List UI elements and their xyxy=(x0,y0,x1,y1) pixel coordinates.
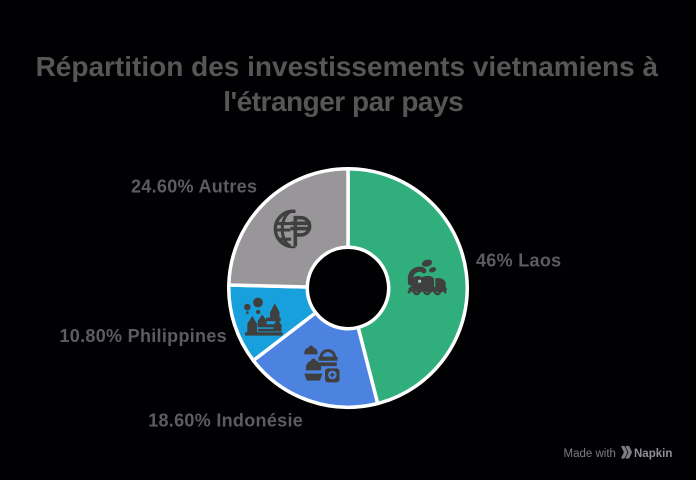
svg-text:l'étranger par pays: l'étranger par pays xyxy=(223,86,463,117)
svg-text:Répartition des investissement: Répartition des investissements vietnami… xyxy=(36,51,659,82)
svg-text:46% Laos: 46% Laos xyxy=(476,251,561,271)
svg-text:24.60% Autres: 24.60% Autres xyxy=(131,177,257,197)
svg-text:10.80% Philippines: 10.80% Philippines xyxy=(60,326,227,346)
svg-text:Napkin: Napkin xyxy=(634,448,672,460)
svg-text:18.60% Indonésie: 18.60% Indonésie xyxy=(148,411,303,431)
svg-text:Made with: Made with xyxy=(564,448,616,460)
